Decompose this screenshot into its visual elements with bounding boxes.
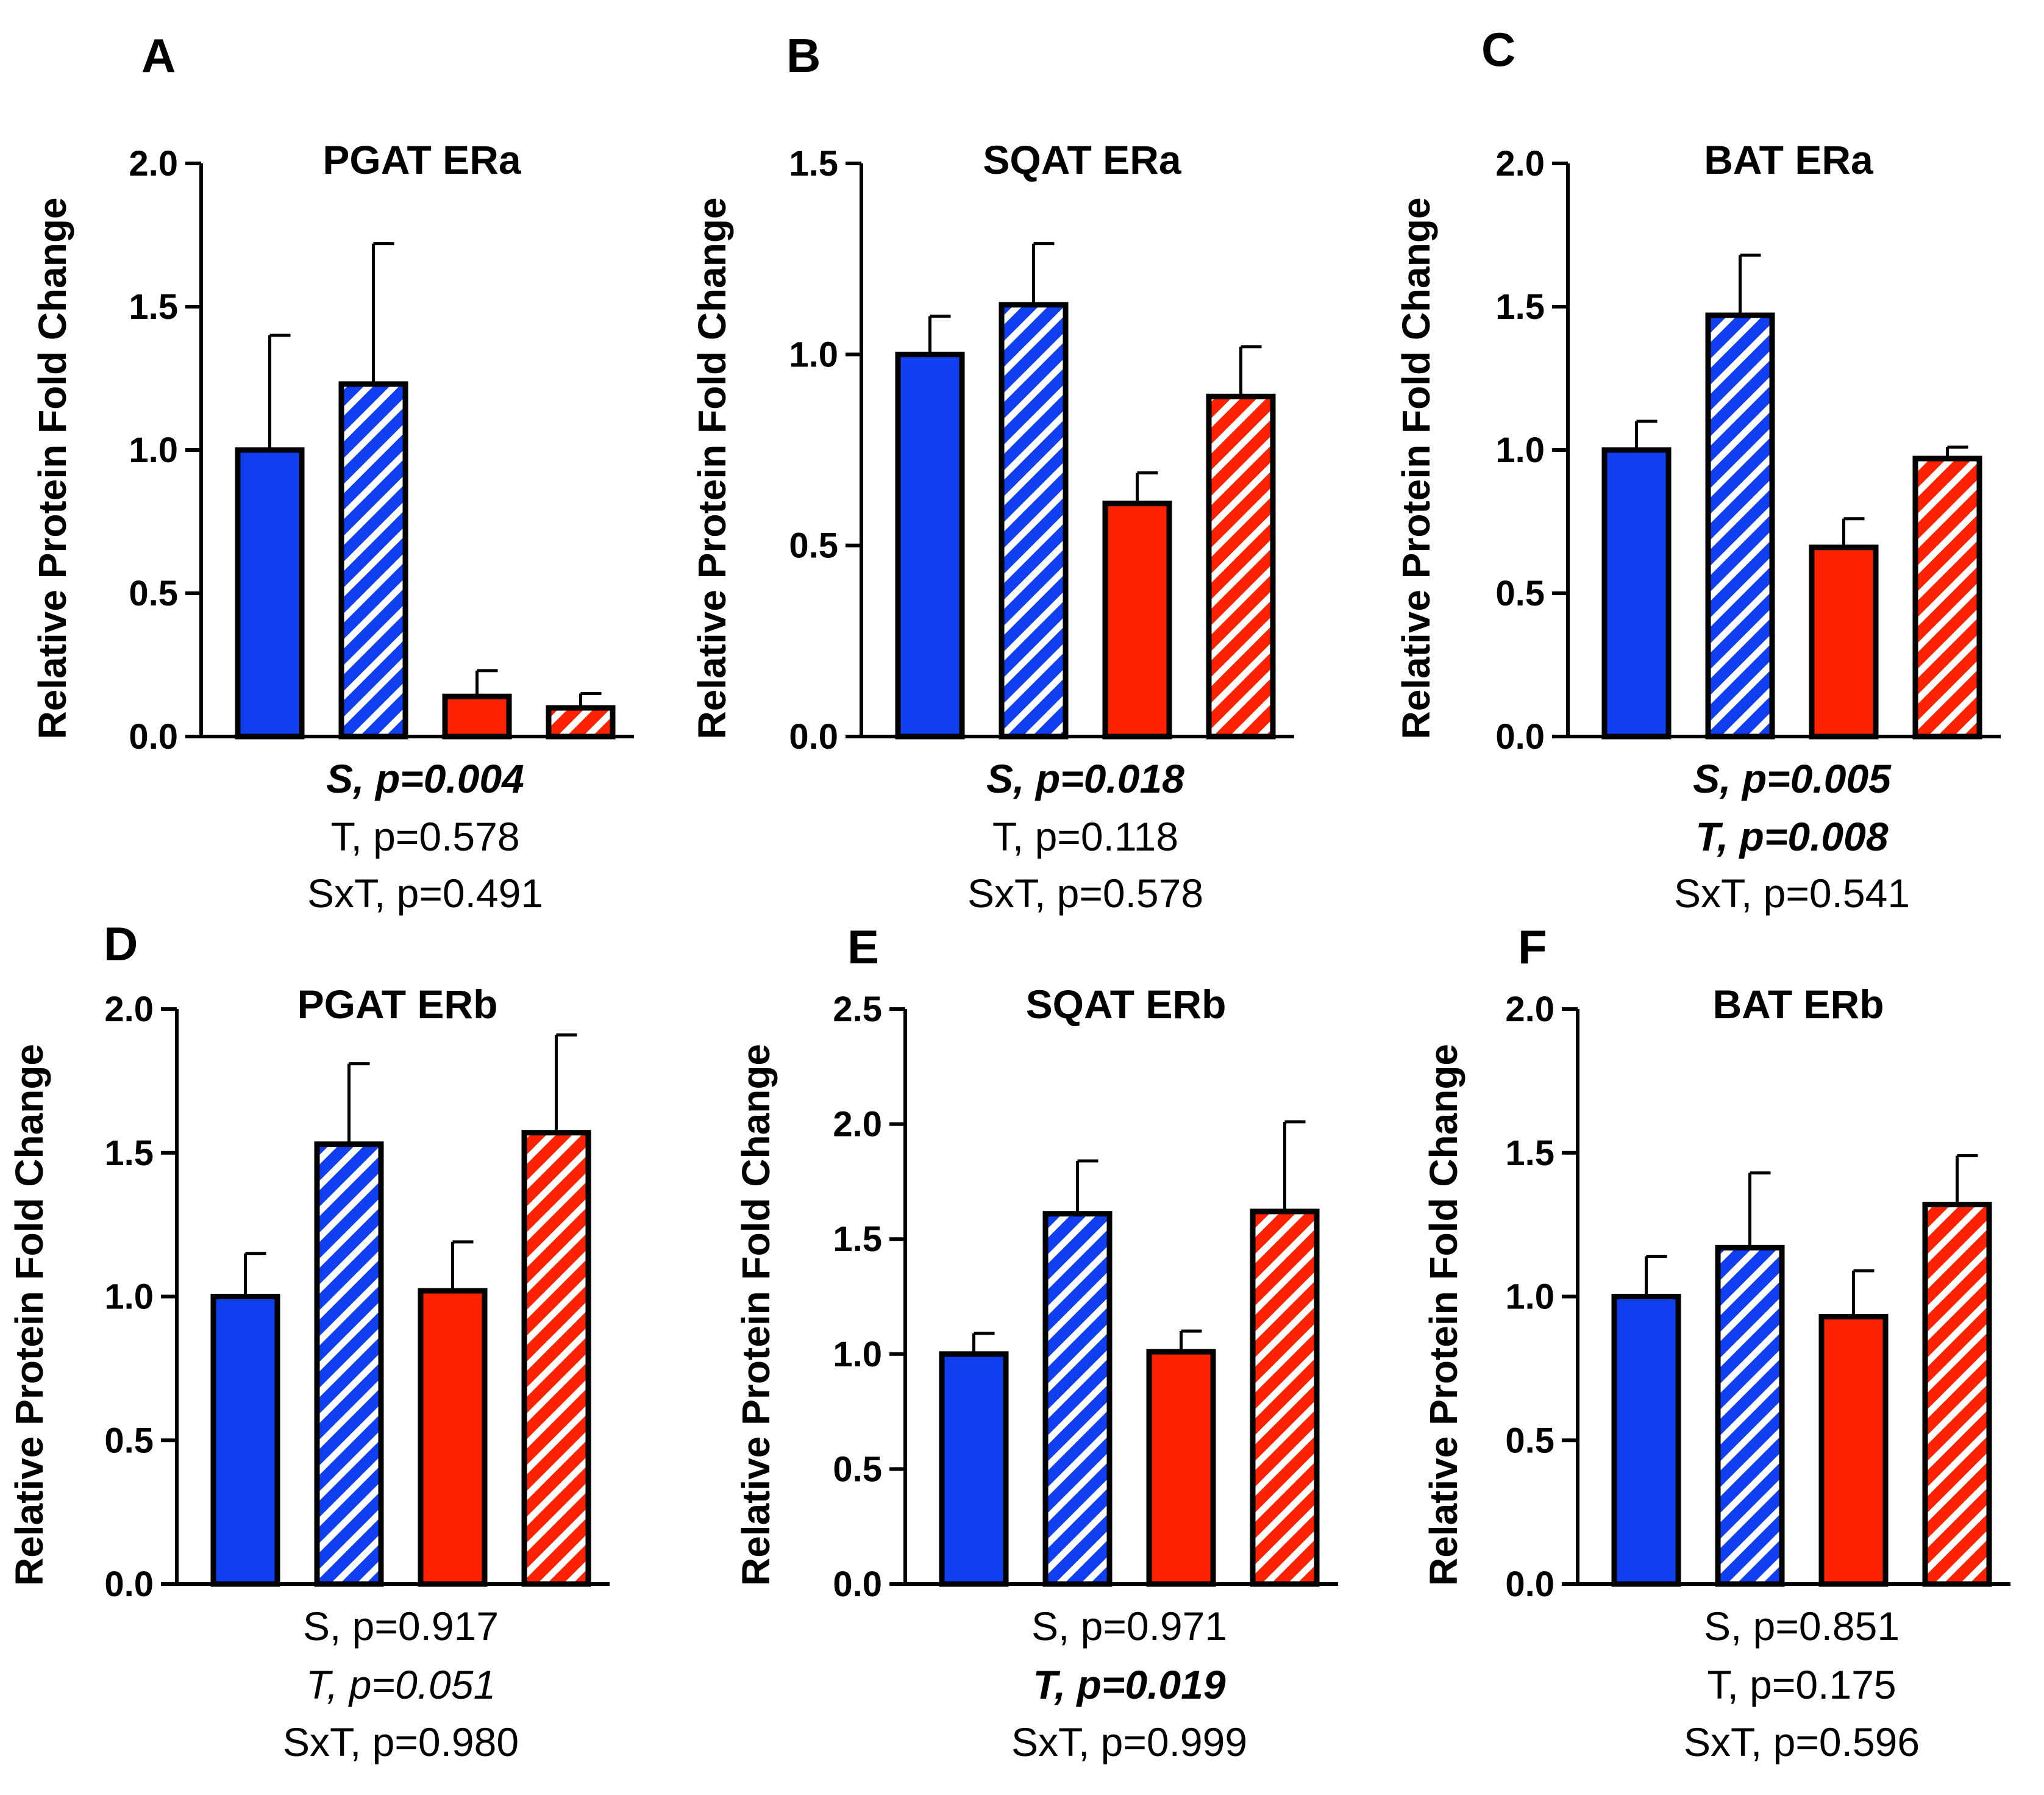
y-tick-label: 0.0: [104, 1565, 154, 1604]
stat-line: S, p=0.018: [986, 756, 1184, 801]
bar-2: [1715, 1244, 1785, 1587]
bar-1: [895, 351, 965, 740]
y-tick-label: 0.5: [789, 526, 838, 566]
panel-letter: D: [104, 917, 138, 971]
y-tick-label: 0.0: [1505, 1565, 1554, 1604]
bar-1: [235, 447, 305, 740]
bar-2: [338, 381, 408, 740]
chart-panel-a: A PGAT ERa Relative Protein Fold Change 0.0…: [30, 29, 634, 916]
stat-line: S, p=0.971: [1031, 1604, 1227, 1649]
y-tick-label: 1.5: [1505, 1133, 1554, 1173]
stat-line: T, p=0.019: [1033, 1662, 1225, 1707]
y-axis-label: Relative Protein Fold Change: [7, 1044, 51, 1586]
bar-3: [442, 693, 512, 740]
y-axis-label: Relative Protein Fold Change: [690, 197, 734, 739]
stat-line: SxT, p=0.596: [1684, 1719, 1920, 1765]
stat-line: S, p=0.917: [303, 1604, 499, 1649]
y-axis-label: Relative Protein Fold Change: [1422, 1044, 1465, 1586]
bar-2: [314, 1141, 384, 1587]
y-tick-label: 0.5: [1505, 1421, 1554, 1460]
stat-line: SxT, p=0.491: [307, 871, 543, 916]
y-tick-label: 0.5: [833, 1449, 882, 1489]
bar-4: [1250, 1208, 1320, 1587]
stat-line: T, p=0.008: [1695, 814, 1888, 859]
y-tick-label: 0.5: [104, 1421, 154, 1460]
y-tick-label: 2.0: [1495, 144, 1545, 184]
panel-letter: C: [1481, 23, 1515, 76]
y-tick-label: 1.5: [789, 144, 838, 184]
y-axis-label: Relative Protein Fold Change: [1394, 197, 1438, 739]
y-axis-label: Relative Protein Fold Change: [734, 1044, 778, 1586]
bar-1: [210, 1294, 280, 1587]
bar-2: [1042, 1211, 1113, 1587]
stat-line: T, p=0.578: [330, 814, 519, 859]
bar-1: [939, 1351, 1009, 1587]
y-tick-label: 2.0: [833, 1105, 882, 1144]
stat-line: S, p=0.004: [326, 756, 524, 801]
y-tick-label: 1.5: [129, 287, 178, 327]
chart-title: BAT ERb: [1712, 982, 1884, 1027]
stat-line: SxT, p=0.980: [283, 1719, 519, 1765]
stat-line: SxT, p=0.578: [967, 871, 1203, 916]
y-axis-label: Relative Protein Fold Change: [30, 197, 74, 739]
chart-title: PGAT ERa: [322, 137, 521, 182]
bar-2: [999, 302, 1069, 740]
chart-title: SQAT ERb: [1026, 982, 1227, 1027]
stat-line: S, p=0.851: [1704, 1604, 1900, 1649]
chart-title: BAT ERa: [1704, 137, 1874, 182]
y-tick-label: 0.5: [1495, 574, 1545, 613]
panel-letter: B: [786, 29, 821, 82]
y-tick-label: 0.0: [789, 717, 838, 757]
chart-title: PGAT ERb: [297, 982, 498, 1027]
y-tick-label: 1.5: [833, 1219, 882, 1259]
y-tick-label: 1.0: [129, 430, 178, 470]
bar-4: [1912, 455, 1982, 740]
stat-line: SxT, p=0.999: [1011, 1719, 1247, 1765]
stat-line: T, p=0.051: [306, 1662, 496, 1707]
y-tick-label: 1.0: [1505, 1277, 1554, 1317]
bar-3: [1102, 501, 1172, 740]
stat-line: S, p=0.005: [1693, 756, 1892, 801]
y-tick-label: 1.5: [104, 1133, 154, 1173]
bar-1: [1601, 447, 1672, 740]
bar-4: [1922, 1202, 1992, 1587]
y-tick-label: 2.0: [1505, 990, 1554, 1029]
bar-4: [1206, 393, 1276, 740]
y-tick-label: 1.0: [789, 335, 838, 374]
chart-panel-f: F BAT ERb Relative Protein Fold Change 0.0 0…: [1422, 920, 2010, 1765]
panel-letter: F: [1518, 920, 1547, 974]
y-tick-label: 2.5: [833, 990, 882, 1029]
y-tick-label: 1.5: [1495, 287, 1545, 327]
y-tick-label: 1.0: [833, 1335, 882, 1374]
panel-letter: A: [141, 29, 176, 82]
y-tick-label: 2.0: [104, 990, 154, 1029]
bar-1: [1611, 1294, 1681, 1587]
bar-3: [1809, 544, 1879, 740]
y-tick-label: 2.0: [129, 144, 178, 184]
y-tick-label: 1.0: [104, 1277, 154, 1317]
y-tick-label: 0.0: [129, 717, 178, 757]
bar-2: [1705, 312, 1775, 740]
bar-3: [1818, 1314, 1889, 1587]
y-tick-label: 0.0: [833, 1565, 882, 1604]
stat-line: T, p=0.175: [1707, 1662, 1896, 1707]
chart-panel-b: B SQAT ERa Relative Protein Fold Change 0.0…: [690, 29, 1294, 916]
y-tick-label: 1.0: [1495, 430, 1545, 470]
panel-letter: E: [847, 920, 879, 974]
stat-line: SxT, p=0.541: [1674, 871, 1910, 916]
chart-panel-d: D PGAT ERb Relative Protein Fold Change 0.0…: [7, 917, 610, 1765]
bar-3: [1146, 1349, 1216, 1587]
stat-line: T, p=0.118: [992, 814, 1178, 859]
bar-4: [521, 1130, 591, 1587]
y-tick-label: 0.5: [129, 574, 178, 613]
bar-4: [546, 705, 616, 740]
chart-title: SQAT ERa: [983, 137, 1181, 182]
chart-panel-e: E SQAT ERb Relative Protein Fold Change 0.0…: [734, 920, 1338, 1765]
y-tick-label: 0.0: [1495, 717, 1545, 757]
bar-3: [418, 1288, 488, 1587]
chart-panel-c: C BAT ERa Relative Protein Fold Change 0.0 0…: [1394, 23, 2001, 916]
